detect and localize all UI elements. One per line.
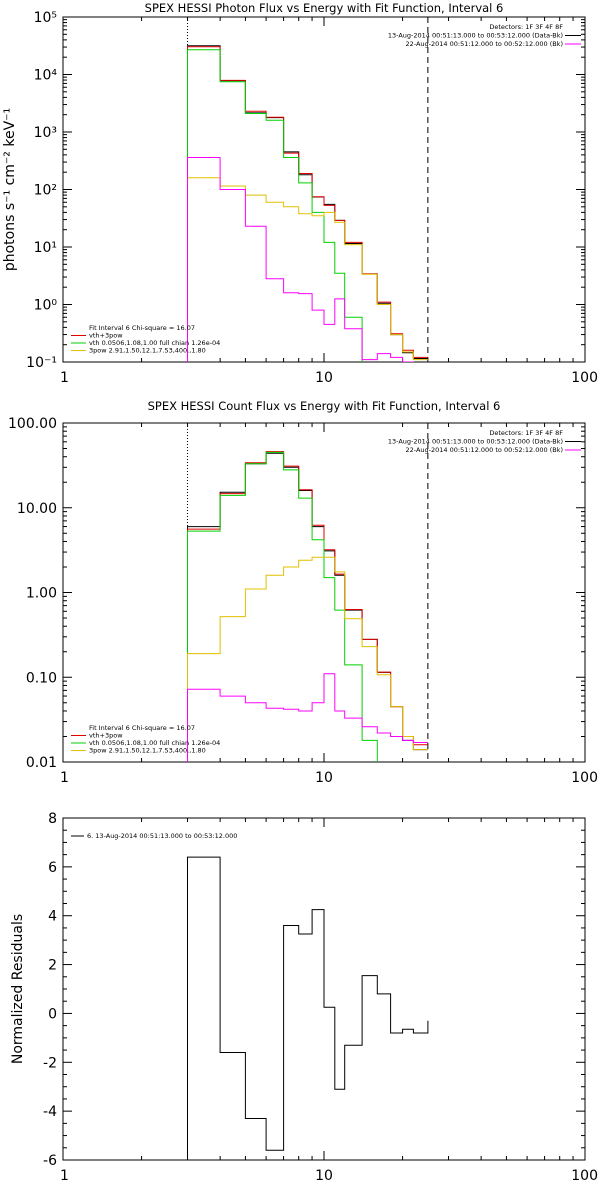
chart-panel-2: SPEX HESSI Count Flux vs Energy with Fit…: [8, 399, 598, 786]
x-tick-label: 10: [315, 370, 333, 386]
series-group: [187, 45, 428, 362]
y-tick-label: 10⁰: [34, 298, 58, 314]
y-tick-label: 2: [48, 958, 57, 974]
x-tick-label: 1: [60, 1168, 69, 1184]
legend-text: 6. 13-Aug-2014 00:51:13.000 to 00:53:12.…: [87, 832, 237, 840]
x-tick-label: 10: [315, 770, 333, 786]
y-tick-label: 1.00: [26, 586, 57, 602]
y-tick-label: 0.01: [26, 755, 57, 771]
y-tick-label: 10⁵: [34, 10, 57, 26]
x-tick-label: 100: [571, 1168, 598, 1184]
x-tick-label: 1: [60, 770, 69, 786]
series-group: [187, 451, 428, 762]
chart-title: SPEX HESSI Photon Flux vs Energy with Fi…: [145, 1, 504, 15]
fit-legend-text: vth+3pow: [89, 332, 123, 340]
y-tick-label: 10⁴: [34, 68, 58, 84]
y-tick-label: 0.10: [26, 670, 57, 686]
y-tick-label: -4: [43, 1104, 57, 1120]
series-line-1: [187, 856, 429, 1160]
y-tick-label: 6: [48, 860, 57, 876]
series-line-5: [187, 157, 414, 362]
x-tick-label: 100: [571, 370, 598, 386]
fit-legend-text: Fit Interval 6 Chi-square = 16.07: [89, 324, 195, 332]
info-text: 22-Aug-2014 00:51:12.000 to 00:52:12.000…: [406, 40, 563, 48]
y-tick-label: 4: [48, 909, 57, 925]
info-text: 13-Aug-2014 00:51:13.000 to 00:53:12.000…: [388, 438, 563, 446]
y-tick-label: -2: [43, 1055, 57, 1071]
y-tick-label: 8: [48, 811, 57, 827]
series-line-1: [187, 45, 428, 362]
y-tick-label: 100.00: [8, 416, 57, 432]
series-line-4: [187, 556, 428, 762]
fit-legend-text: vth 0.0506,1.08,1.00 full chian 1.26e-04: [89, 339, 220, 347]
y-tick-label: 10.00: [17, 501, 57, 517]
y-tick-label: 0: [48, 1006, 57, 1022]
x-tick-label: 10: [315, 1168, 333, 1184]
y-axis-label: photons s⁻¹ cm⁻² keV⁻¹: [2, 108, 18, 271]
series-group: [187, 856, 429, 1160]
x-tick-label: 1: [60, 370, 69, 386]
y-tick-label: 10⁻¹: [26, 355, 57, 371]
series-line-3: [187, 451, 378, 762]
x-tick-label: 100: [571, 770, 598, 786]
info-text: Detectors: 1F 3F 4F 8F: [489, 429, 563, 437]
plot-frame: [62, 422, 586, 763]
fit-legend-text: 3pow 2.91,1.50,12.1,7.53,400.,1.80: [89, 347, 206, 355]
series-line-3: [187, 49, 363, 362]
series-line-5: [187, 673, 428, 762]
info-text: Detectors: 1F 3F 4F 8F: [489, 23, 563, 31]
series-line-4: [187, 177, 428, 362]
fit-legend-text: 3pow 2.91,1.50,12.1,7.53,400.,1.80: [89, 747, 206, 755]
y-tick-label: -6: [43, 1153, 57, 1169]
fit-legend-text: Fit Interval 6 Chi-square = 16.07: [89, 724, 195, 732]
y-axis-label: Normalized Residuals: [10, 914, 26, 1064]
series-line-1: [187, 452, 428, 762]
chart-panel-3: 1 10 100 -6 -4 -2 0 2 4 6 8 Normalized Residuals 6. …: [10, 811, 598, 1184]
y-tick-label: 10¹: [34, 240, 57, 256]
chart-panel-1: SPEX HESSI Photon Flux vs Energy with Fi…: [2, 1, 598, 386]
y-tick-label: 10²: [34, 183, 57, 199]
series-line-2: [187, 46, 428, 362]
info-text: 13-Aug-2014 00:51:13.000 to 00:53:12.000…: [388, 32, 563, 40]
info-text: 22-Aug-2014 00:51:12.000 to 00:52:12.000…: [406, 446, 563, 454]
fit-legend-text: vth 0.0506,1.08,1.00 full chian 1.26e-04: [89, 739, 220, 747]
y-tick-label: 10³: [34, 125, 57, 141]
fit-legend-text: vth+3pow: [89, 732, 123, 740]
chart-title: SPEX HESSI Count Flux vs Energy with Fit…: [148, 399, 501, 413]
